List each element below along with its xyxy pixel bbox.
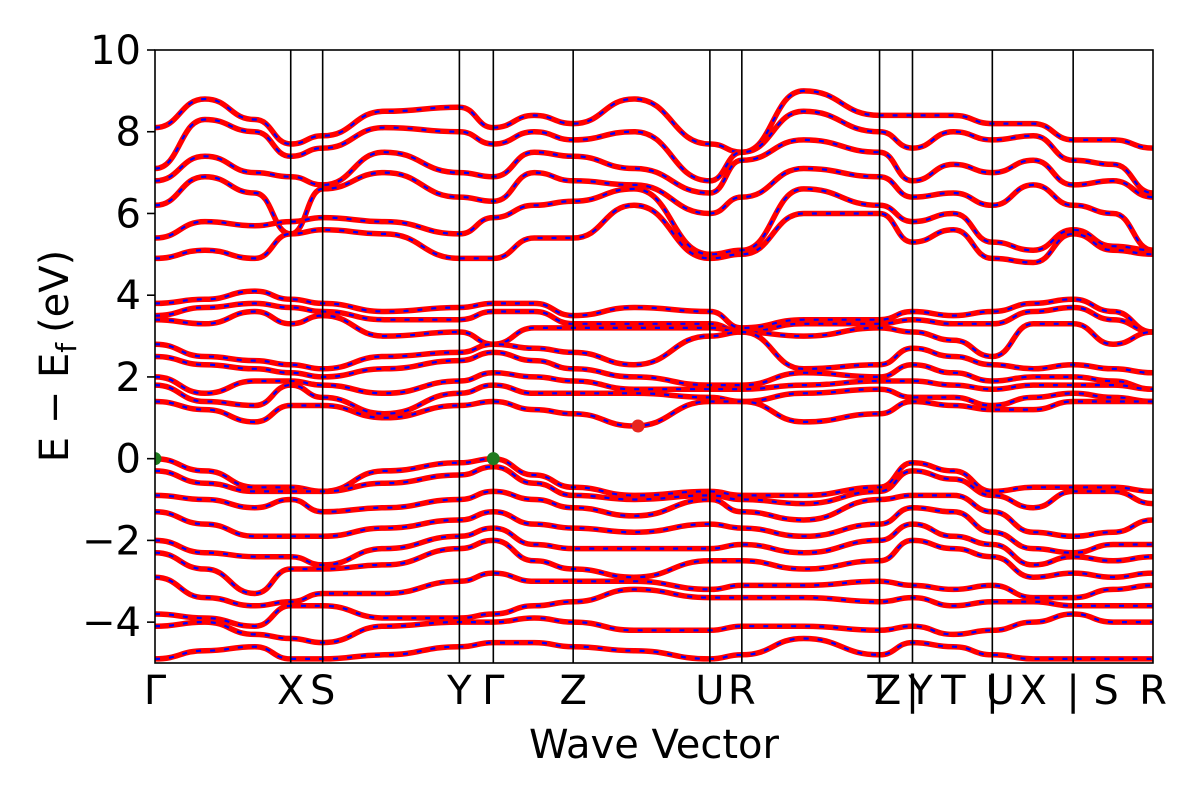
x-tick-label-8: T [866,668,892,714]
x-axis-ticks: Γ X S Y Γ Z U R TZ |Y T |U X | S R [144,668,1167,714]
band-11-spin-down [155,371,1153,395]
band-6-spin-down [155,289,1153,334]
x-tick-label-6: U [695,668,724,714]
band-17-spin-up [155,504,1153,556]
x-tick-label-1: X [277,668,304,714]
y-tick-label-2: 6 [116,191,141,237]
x-tick-label-3: Y [446,668,472,714]
extremum-marker-1 [486,452,500,466]
band-21-spin-down [155,588,1153,628]
x-tick-label-17: S [1093,668,1118,714]
band-20-spin-down [155,571,1153,607]
x-tick-label-5: Z [559,668,586,714]
band-14-spin-down [155,457,1153,497]
band-4-spin-up [155,186,1153,258]
extremum-marker-2 [631,419,645,433]
band-7-spin-down [155,302,1153,334]
high-symmetry-lines [289,50,1074,663]
extremum-marker-0 [155,452,162,466]
y-axis-title-unit: (eV) [32,250,78,333]
y-axis-ticks: 10 8 6 4 2 0 −2 −4 [82,28,155,646]
y-tick-label-4: 2 [116,355,141,401]
y-tick-label-5: 0 [116,437,141,483]
y-tick-label-1: 8 [116,110,141,156]
y-axis-title-main: E − E [32,353,78,463]
plot-frame [154,49,1154,664]
band-16-spin-up [155,488,1153,540]
band-18-spin-down [155,522,1153,567]
y-tick-label-3: 4 [116,273,141,319]
x-tick-label-13: | [986,668,999,714]
band-4-spin-down [155,187,1153,256]
band-extrema-markers [155,419,645,466]
x-tick-label-9: Z [874,668,901,714]
band-10-spin-down [155,351,1153,391]
x-tick-label-11: Y [907,668,933,714]
x-tick-label-4: Γ [482,668,505,714]
x-tick-label-7: R [728,668,756,714]
band-12-spin-down [155,383,1153,415]
x-tick-label-15: X [1020,668,1047,714]
x-tick-label-0: Γ [144,668,167,714]
x-tick-label-10: | [906,668,919,714]
band-21-spin-up [155,586,1153,629]
y-axis-title-sub: f [50,342,83,353]
band-0-spin-down [155,89,1153,154]
band-1-spin-down [155,110,1153,195]
band-22-spin-down [155,612,1153,644]
band-19-spin-down [155,539,1153,595]
band-2-spin-up [155,137,1153,200]
band-8-spin-up [155,308,1153,360]
band-13-spin-down [155,400,1153,428]
band-15-spin-up [155,464,1153,511]
x-tick-label-16: | [1066,668,1079,714]
band-5-spin-down [155,204,1153,264]
x-tick-label-12: T [940,668,966,714]
y-tick-label-6: −2 [82,518,141,564]
band-0-spin-up [155,88,1153,155]
band-3-spin-down [155,167,1153,252]
band-23-spin-down [155,637,1153,661]
band-lines [155,88,1153,662]
y-tick-label-7: −4 [82,600,141,646]
y-tick-label-0: 10 [90,28,141,74]
band-8-spin-down [155,310,1153,358]
x-tick-label-14: U [986,668,1015,714]
x-tick-label-2: S [310,668,335,714]
x-tick-label-18: R [1139,668,1167,714]
band-9-spin-up [155,329,1153,376]
x-axis-title: Wave Vector [529,722,780,768]
y-axis-title: E − Ef (eV) [32,250,83,463]
